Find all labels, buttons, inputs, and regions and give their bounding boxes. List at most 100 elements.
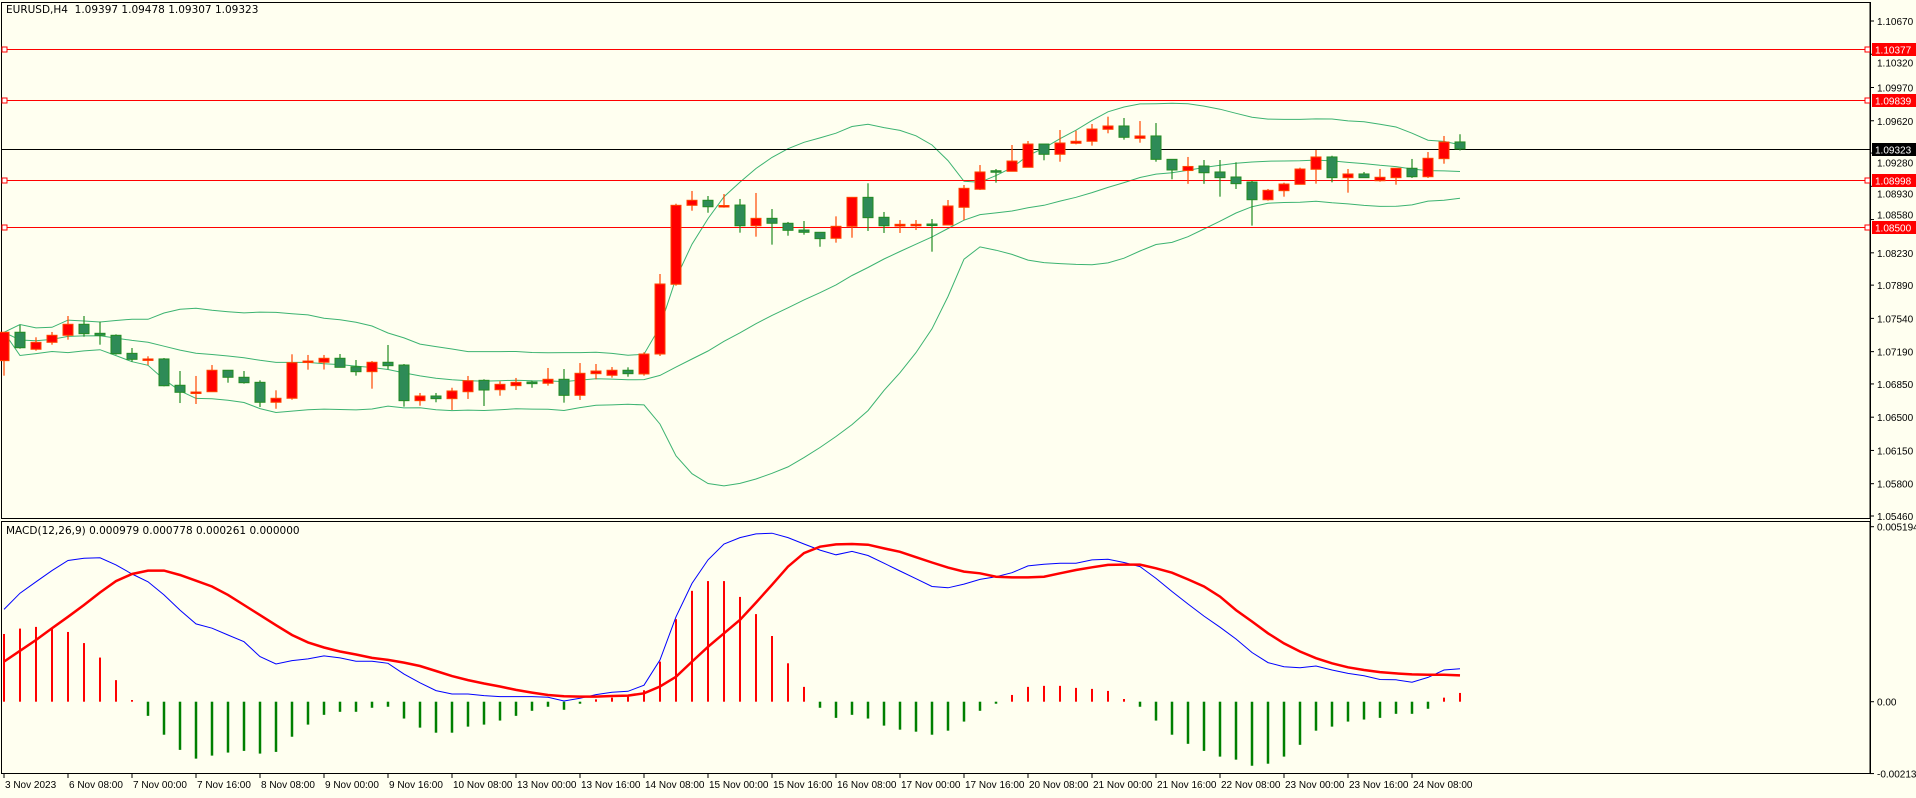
candle-bearish[interactable] [798,220,810,235]
candle-bullish[interactable] [974,165,986,191]
candle-bullish[interactable] [318,354,330,370]
candle-bullish[interactable] [302,354,314,370]
candle-bullish[interactable] [1422,152,1434,178]
candle-bullish[interactable] [46,331,58,345]
horizontal-line-handle[interactable] [1,224,8,231]
candle-bullish[interactable] [1278,182,1290,197]
candle-bearish[interactable] [158,357,170,387]
candle-bearish[interactable] [1198,159,1210,184]
candle-bearish[interactable] [350,359,362,376]
candle-bearish[interactable] [14,325,26,349]
candle-bullish[interactable] [446,387,458,410]
candle-bullish[interactable] [190,375,202,404]
candle-bullish[interactable] [1102,116,1114,134]
horizontal-line-handle[interactable] [1,97,8,104]
candle-bullish[interactable] [894,220,906,233]
horizontal-line-handle[interactable] [1864,46,1871,53]
candle-bearish[interactable] [238,371,250,384]
candle-bearish[interactable] [430,392,442,403]
candle-bearish[interactable] [766,209,778,245]
candle-bearish[interactable] [1454,134,1466,151]
candle-bullish[interactable] [286,354,298,400]
candle-bearish[interactable] [334,354,346,368]
candle-bearish[interactable] [174,371,186,404]
candle-bearish[interactable] [622,367,634,377]
candle-bullish[interactable] [638,352,650,376]
candle-bearish[interactable] [1214,159,1226,197]
candle-bullish[interactable] [686,190,698,211]
candle-bullish[interactable] [670,203,682,286]
candle-bullish[interactable] [942,199,954,226]
candle-bullish[interactable] [1342,169,1354,193]
candle-bearish[interactable] [878,211,890,233]
candle-bullish[interactable] [142,356,154,366]
candle-bullish[interactable] [574,363,586,400]
candle-bearish[interactable] [1118,118,1130,140]
candle-bearish[interactable] [478,379,490,406]
candle-bullish[interactable] [910,220,922,231]
horizontal-line-handle[interactable] [1864,224,1871,231]
candle-bearish[interactable] [126,348,138,362]
candle-bullish[interactable] [718,194,730,208]
candle-bullish[interactable] [1374,169,1386,182]
candle-bullish[interactable] [1294,167,1306,185]
candle-bearish[interactable] [1166,158,1178,180]
candle-bullish[interactable] [1006,144,1018,172]
candle-bullish[interactable] [1390,167,1402,185]
candle-bullish[interactable] [414,392,426,406]
candle-bullish[interactable] [30,337,42,351]
candle-bearish[interactable] [1406,158,1418,178]
candle-bearish[interactable] [110,334,122,355]
candle-bullish[interactable] [830,216,842,243]
candle-bearish[interactable] [1038,143,1050,161]
candle-bearish[interactable] [526,380,538,388]
candle-bullish[interactable] [366,361,378,389]
candle-bearish[interactable] [782,221,794,236]
horizontal-line-handle[interactable] [1864,177,1871,184]
candle-bearish[interactable] [382,344,394,370]
candle-bullish[interactable] [1022,140,1034,168]
candle-bullish[interactable] [1438,135,1450,164]
candle-bullish[interactable] [0,331,10,376]
candle-bullish[interactable] [654,274,666,357]
candle-bearish[interactable] [1326,155,1338,183]
candle-bearish[interactable] [78,316,90,337]
candle-bullish[interactable] [1310,150,1322,184]
candle-bullish[interactable] [270,390,282,409]
candle-bearish[interactable] [254,380,266,408]
candle-bullish[interactable] [510,377,522,391]
candle-bearish[interactable] [94,321,106,345]
candle-bullish[interactable] [462,375,474,399]
candle-bearish[interactable] [702,196,714,213]
candle-bearish[interactable] [1358,171,1370,179]
candle-bearish[interactable] [398,363,410,407]
candle-bullish[interactable] [542,367,554,386]
candle-bullish[interactable] [750,192,762,237]
candle-bullish[interactable] [62,316,74,340]
candle-bullish[interactable] [1070,130,1082,145]
candle-bearish[interactable] [1230,162,1242,189]
candle-bullish[interactable] [590,363,602,380]
horizontal-line-handle[interactable] [1864,97,1871,104]
candle-bearish[interactable] [1246,180,1258,226]
candle-bullish[interactable] [1262,188,1274,201]
candle-bearish[interactable] [1150,123,1162,162]
candle-bullish[interactable] [958,184,970,221]
candle-bullish[interactable] [846,196,858,238]
horizontal-line-handle[interactable] [1,46,8,53]
candle-bearish[interactable] [558,369,570,403]
candle-bullish[interactable] [1054,129,1066,162]
candle-bullish[interactable] [1182,156,1194,184]
candle-bearish[interactable] [734,198,746,233]
candle-bearish[interactable] [926,219,938,252]
candle-bearish[interactable] [814,231,826,247]
candle-bullish[interactable] [206,365,218,393]
candle-bullish[interactable] [494,381,506,396]
candle-bearish[interactable] [990,169,1002,183]
horizontal-line-handle[interactable] [1,177,8,184]
candle-bullish[interactable] [1134,121,1146,143]
candle-bullish[interactable] [1086,123,1098,146]
candle-bearish[interactable] [862,183,874,231]
candle-bullish[interactable] [606,367,618,378]
